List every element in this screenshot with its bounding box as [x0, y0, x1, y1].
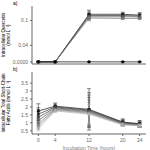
svg-text:2: 2	[25, 104, 28, 110]
svg-text:12: 12	[86, 137, 92, 143]
html-text:a): a)	[13, 0, 18, 6]
html-text:b): b)	[13, 66, 18, 72]
svg-text:1.5: 1.5	[21, 112, 28, 118]
svg-text:0.04: 0.04	[18, 42, 28, 48]
svg-text:0: 0	[37, 137, 40, 143]
svg-text:20: 20	[120, 137, 126, 143]
svg-text:3: 3	[25, 88, 28, 94]
svg-text:2.5: 2.5	[21, 96, 28, 102]
html-text:Intracellular Quercetin: Intracellular Quercetin	[1, 13, 6, 57]
html-text:Intracellular Total Short-Chai: Intracellular Total Short-Chain	[1, 73, 6, 133]
svg-text:24: 24	[137, 137, 142, 143]
svg-text:0.0000: 0.0000	[13, 59, 29, 65]
svg-text:Incubation Time (hours): Incubation Time (hours)	[63, 145, 116, 150]
svg-text:1: 1	[25, 120, 28, 126]
svg-text:3.5: 3.5	[21, 80, 28, 86]
svg-text:0.1: 0.1	[21, 17, 28, 23]
svg-text:0.5: 0.5	[21, 128, 28, 134]
svg-text:4: 4	[54, 137, 57, 143]
html-text:Fatty Acids (mmol L⁻¹): Fatty Acids (mmol L⁻¹)	[6, 80, 11, 126]
html-text:(mmol L⁻¹): (mmol L⁻¹)	[6, 24, 11, 46]
